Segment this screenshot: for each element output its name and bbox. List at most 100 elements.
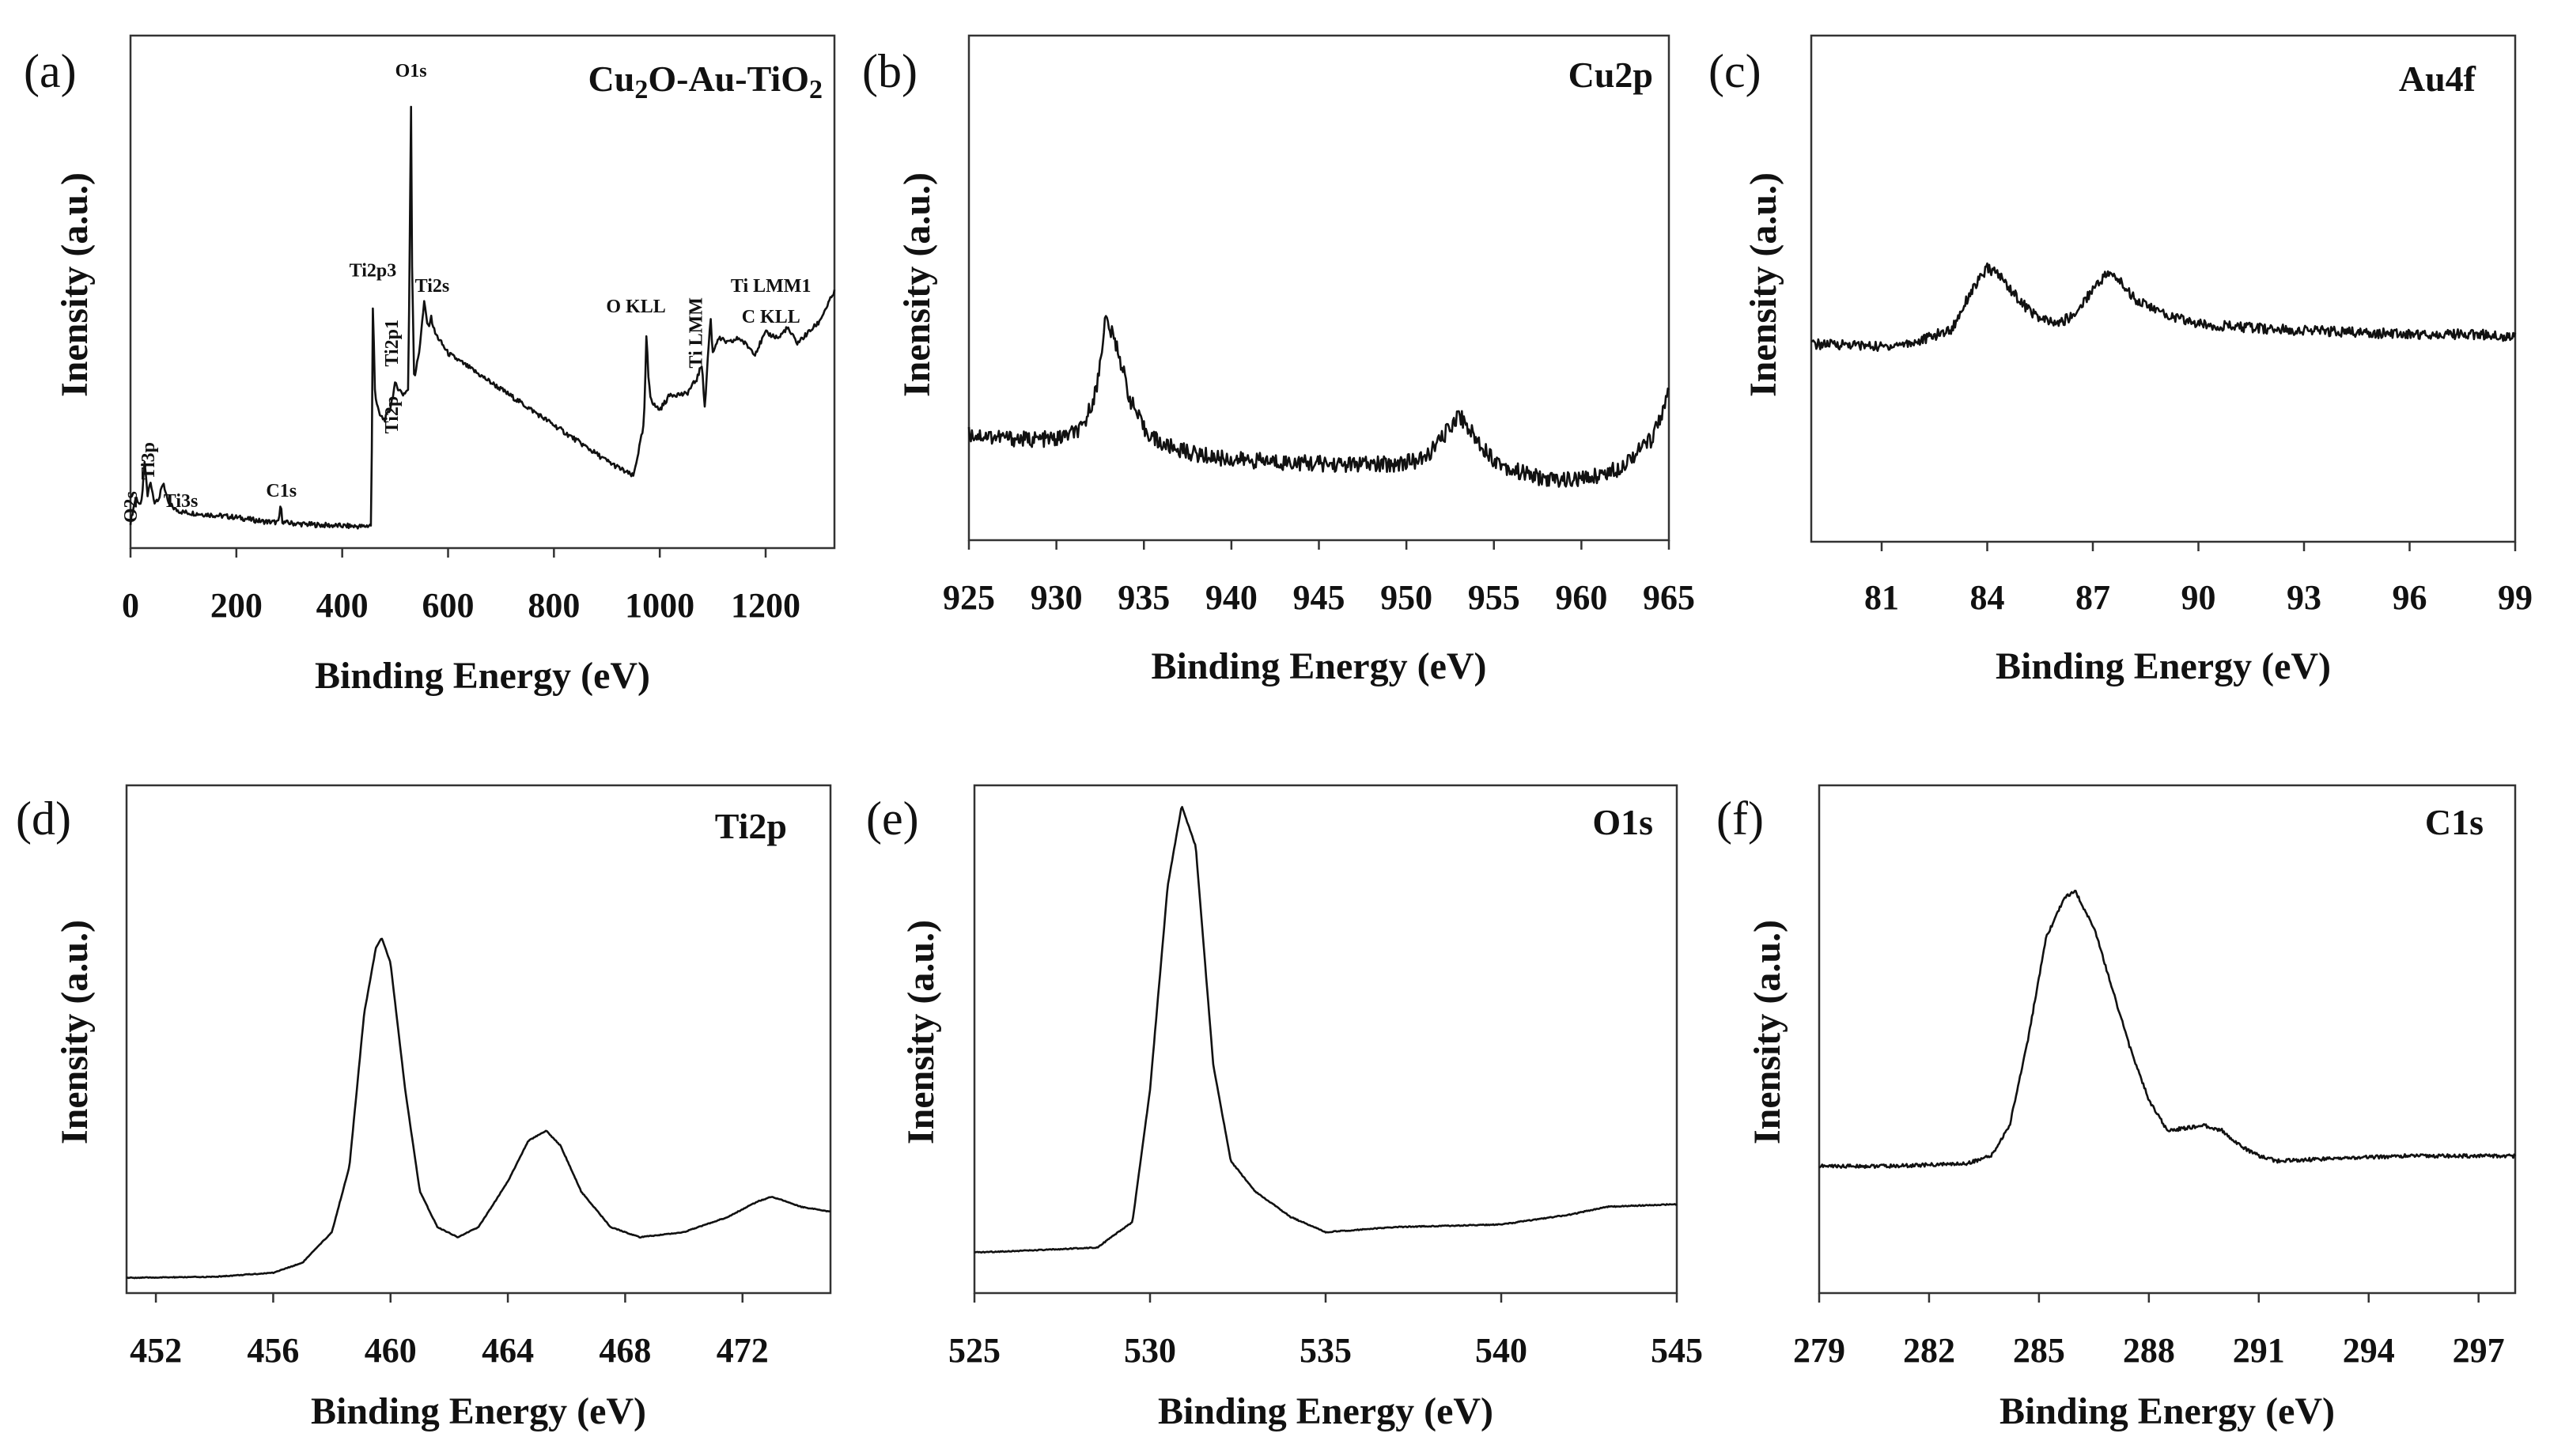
x-tick-label: 200 <box>210 586 263 625</box>
panel-letter: (d) <box>16 792 71 845</box>
x-tick-label: 0 <box>122 586 139 625</box>
panel-title: Ti2p <box>715 806 787 846</box>
x-tick-label: 456 <box>247 1331 299 1370</box>
x-tick-label: 288 <box>2123 1331 2175 1370</box>
x-tick-label: 464 <box>482 1331 534 1370</box>
x-tick-label: 93 <box>2287 578 2321 617</box>
x-tick-label: 525 <box>948 1331 1001 1370</box>
panel-b: 925 930 935 940 945 950 955 960 965 Binding Energ… <box>862 34 1695 687</box>
x-tick-label: 800 <box>528 586 580 625</box>
x-tick-label: 1200 <box>731 586 800 625</box>
x-tick-label: 87 <box>2075 578 2110 617</box>
x-tick-label: 285 <box>2013 1331 2065 1370</box>
title-part: O-Au-TiO <box>648 59 809 99</box>
x-tick-label: 950 <box>1380 578 1432 617</box>
x-tick-label: 545 <box>1651 1331 1703 1370</box>
x-tick-label: 96 <box>2393 578 2427 617</box>
x-tick-label: 945 <box>1293 578 1345 617</box>
panel-d: 452 456 460 464 468 472 Binding Energy (eV) Ine… <box>16 784 832 1432</box>
x-tick-label: 460 <box>365 1331 417 1370</box>
x-tick-label: 940 <box>1205 578 1258 617</box>
panel-title: Au4f <box>2399 59 2476 99</box>
peak-label: O KLL <box>606 297 665 317</box>
x-tick-label: 297 <box>2453 1331 2505 1370</box>
plot-frame <box>125 784 832 1295</box>
x-axis-label: Binding Energy (eV) <box>311 1390 646 1432</box>
x-tick-label: 279 <box>1793 1331 1845 1370</box>
x-tick-label: 960 <box>1555 578 1607 617</box>
peak-label: O1s <box>395 61 427 81</box>
x-tick-label: 472 <box>717 1331 769 1370</box>
peak-label: C1s <box>266 481 297 501</box>
plot-frame <box>1818 784 2517 1295</box>
x-tick-label: 955 <box>1468 578 1520 617</box>
panel-title: Cu2O-Au-TiO2 <box>588 59 823 104</box>
peak-label: Ti2s <box>415 276 450 297</box>
y-axis-label: Inensity (a.u.) <box>54 172 96 397</box>
peak-label: Ti3p <box>138 442 159 480</box>
plot-frame <box>129 34 836 550</box>
x-tick-label: 935 <box>1118 578 1170 617</box>
x-axis-label: Binding Energy (eV) <box>1996 645 2331 687</box>
peak-label: Ti2p1 <box>382 320 403 367</box>
x-tick-label: 965 <box>1643 578 1695 617</box>
peak-label: C KLL <box>742 307 800 327</box>
y-axis-label: Inensity (a.u.) <box>1742 172 1784 397</box>
x-tick-label: 468 <box>599 1331 651 1370</box>
panel-title: O1s <box>1592 802 1653 842</box>
peak-label: Ti3s <box>164 491 199 512</box>
panel-c: 81 84 87 90 93 96 99 Binding Energy (eV) Inensit… <box>1708 34 2533 687</box>
title-part: 2 <box>809 75 823 104</box>
peak-label: O2s <box>121 491 142 523</box>
x-tick-label: 294 <box>2343 1331 2395 1370</box>
y-axis-label: Inensity (a.u.) <box>54 920 96 1144</box>
x-tick-label: 452 <box>130 1331 182 1370</box>
panel-letter: (a) <box>24 45 77 97</box>
x-axis-label: Binding Energy (eV) <box>1158 1390 1493 1432</box>
peak-label: Ti LMM1 <box>731 276 812 297</box>
x-tick-label: 99 <box>2498 578 2533 617</box>
spectrum-line <box>974 806 1678 1254</box>
panel-a: 0 200 400 600 800 1000 1200 Binding Energy (eV)… <box>24 34 836 697</box>
x-tick-label: 291 <box>2233 1331 2285 1370</box>
panel-letter: (b) <box>862 45 917 97</box>
title-part: 2 <box>634 75 648 104</box>
x-axis-label: Binding Energy (eV) <box>315 655 650 697</box>
spectrum-line <box>967 315 1670 488</box>
x-tick-label: 930 <box>1031 578 1083 617</box>
x-tick-label: 925 <box>943 578 995 617</box>
panel-e: 525 530 535 540 545 Binding Energy (eV) Inensi… <box>866 784 1703 1432</box>
plot-frame <box>973 784 1678 1295</box>
plot-frame <box>1810 34 2517 543</box>
title-part: Cu <box>588 59 635 99</box>
spectrum-line <box>1810 262 2517 352</box>
x-axis-label: Binding Energy (eV) <box>2000 1390 2335 1432</box>
panel-title: Cu2p <box>1568 55 1653 95</box>
spectrum-line <box>1818 890 2517 1169</box>
x-tick-label: 600 <box>422 586 475 625</box>
y-axis-label: Inensity (a.u.) <box>900 920 942 1144</box>
peak-label: Ti2p3 <box>350 261 397 282</box>
x-tick-label: 400 <box>316 586 369 625</box>
panel-letter: (f) <box>1716 792 1764 845</box>
x-tick-label: 530 <box>1124 1331 1176 1370</box>
panel-f: 279 282 285 288 291 294 297 Binding Energy (eV)… <box>1716 784 2517 1432</box>
x-tick-label: 535 <box>1300 1331 1352 1370</box>
peak-label: Ti LMM <box>687 297 707 369</box>
x-tick-label: 90 <box>2181 578 2216 617</box>
peak-label: Ti2p <box>382 396 403 434</box>
panel-letter: (e) <box>866 792 919 845</box>
spectrum-line <box>129 105 836 530</box>
panel-letter: (c) <box>1708 45 1761 97</box>
x-tick-label: 1000 <box>625 586 694 625</box>
x-tick-label: 84 <box>1970 578 2005 617</box>
panel-title: C1s <box>2425 802 2484 842</box>
y-axis-label: Inensity (a.u.) <box>1746 920 1788 1144</box>
spectrum-line <box>126 937 831 1280</box>
x-tick-label: 282 <box>1903 1331 1955 1370</box>
x-axis-label: Binding Energy (eV) <box>1151 645 1486 687</box>
x-tick-label: 81 <box>1864 578 1899 617</box>
x-tick-label: 540 <box>1475 1331 1527 1370</box>
y-axis-label: Inensity (a.u.) <box>896 172 938 397</box>
